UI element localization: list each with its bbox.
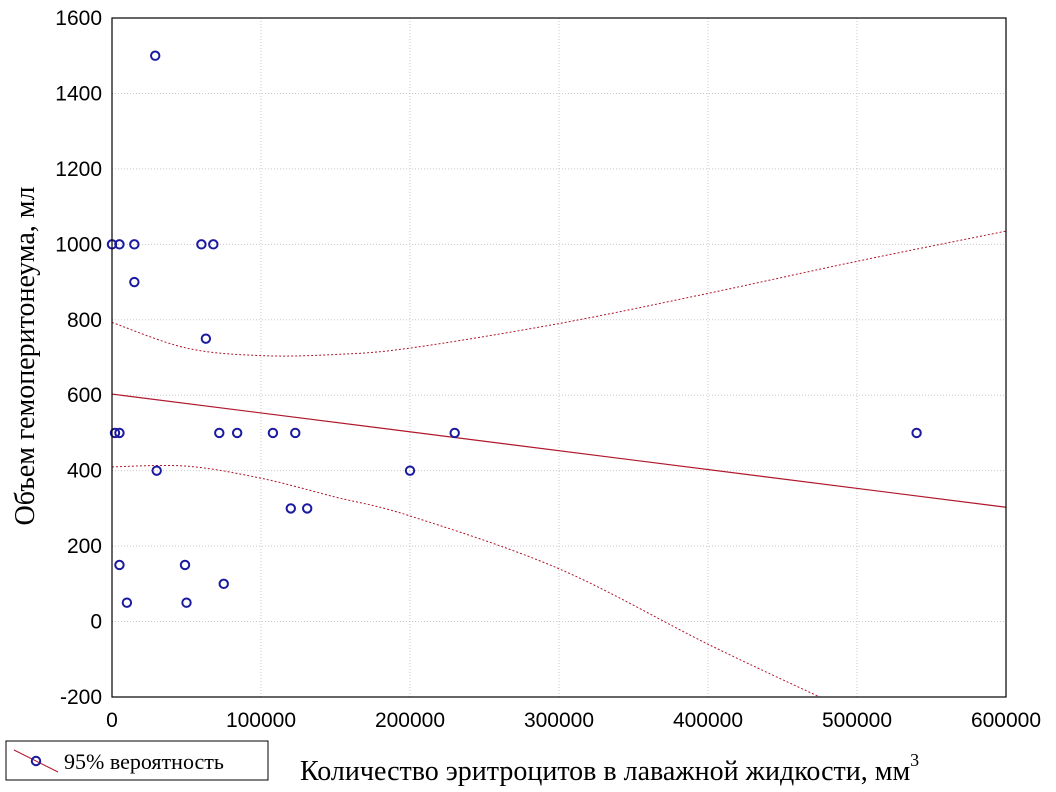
data-point-7 bbox=[200, 333, 212, 344]
y-tick-label-2: 200 bbox=[67, 535, 102, 558]
data-point-3 bbox=[129, 276, 140, 288]
y-tick-label-7: 1200 bbox=[55, 158, 102, 181]
regression-line bbox=[111, 393, 1007, 508]
x-tick-labels: 0 100000 200000 300000 400000 500000 600000 bbox=[106, 709, 1041, 732]
data-point-23 bbox=[121, 597, 133, 608]
x-tick-label-2: 200000 bbox=[375, 709, 445, 732]
data-point-20 bbox=[114, 559, 125, 571]
data-point-9 bbox=[114, 427, 125, 439]
y-tick-label-5: 800 bbox=[67, 309, 102, 332]
y-tick-label-0: -200 bbox=[60, 686, 102, 709]
y-axis-title: Объем гемоперитонеума, мл bbox=[10, 187, 41, 526]
data-point-1 bbox=[114, 239, 125, 250]
data-point-24 bbox=[181, 597, 192, 608]
legend-line-symbol bbox=[13, 749, 59, 773]
data-point-21 bbox=[179, 559, 191, 571]
data-point-16 bbox=[151, 465, 162, 476]
data-point-11 bbox=[231, 427, 243, 439]
x-axis-title-superscript: 3 bbox=[910, 750, 919, 770]
y-tick-label-8: 1400 bbox=[55, 82, 102, 105]
x-tick-label-1: 100000 bbox=[226, 709, 296, 732]
data-points bbox=[106, 50, 922, 608]
x-tick-label-4: 400000 bbox=[673, 709, 743, 732]
x-tick-label-5: 500000 bbox=[822, 709, 892, 732]
y-tick-label-9: 1600 bbox=[55, 7, 102, 30]
data-point-4 bbox=[150, 50, 161, 61]
y-tick-label-4: 600 bbox=[67, 384, 102, 407]
data-point-13 bbox=[290, 427, 301, 439]
fit-line bbox=[111, 393, 1007, 508]
data-point-8 bbox=[109, 427, 121, 439]
legend: 95% вероятность bbox=[5, 740, 269, 781]
legend-label: 95% вероятность bbox=[64, 749, 224, 774]
x-axis-title: Количество эритроцитов в лаважной жидкос… bbox=[300, 750, 919, 787]
data-point-5 bbox=[196, 239, 207, 250]
data-point-10 bbox=[214, 427, 225, 439]
data-point-14 bbox=[449, 427, 460, 439]
legend-point-symbol bbox=[30, 755, 42, 767]
y-tick-label-6: 1000 bbox=[55, 233, 102, 256]
confidence-bands bbox=[112, 230, 1006, 697]
x-tick-label-0: 0 bbox=[106, 709, 118, 732]
grid bbox=[112, 18, 1006, 697]
x-tick-label-6: 600000 bbox=[971, 709, 1041, 732]
data-point-6 bbox=[208, 239, 219, 250]
lower-confidence-band bbox=[112, 464, 820, 697]
data-point-22 bbox=[218, 578, 229, 590]
legend-box bbox=[5, 740, 269, 781]
y-tick-labels: -200 0 200 400 600 800 1000 1200 1400 1600 bbox=[55, 7, 102, 709]
data-point-12 bbox=[267, 427, 279, 439]
data-point-15 bbox=[911, 427, 922, 439]
plot-frame bbox=[111, 17, 1007, 698]
y-tick-label-3: 400 bbox=[67, 460, 102, 483]
y-tick-label-1: 0 bbox=[90, 611, 102, 634]
x-tick-label-3: 300000 bbox=[524, 709, 594, 732]
upper-confidence-band bbox=[112, 230, 1006, 357]
data-point-19 bbox=[301, 503, 313, 514]
data-point-2 bbox=[129, 239, 140, 250]
data-point-18 bbox=[285, 503, 296, 514]
data-point-17 bbox=[404, 465, 416, 476]
